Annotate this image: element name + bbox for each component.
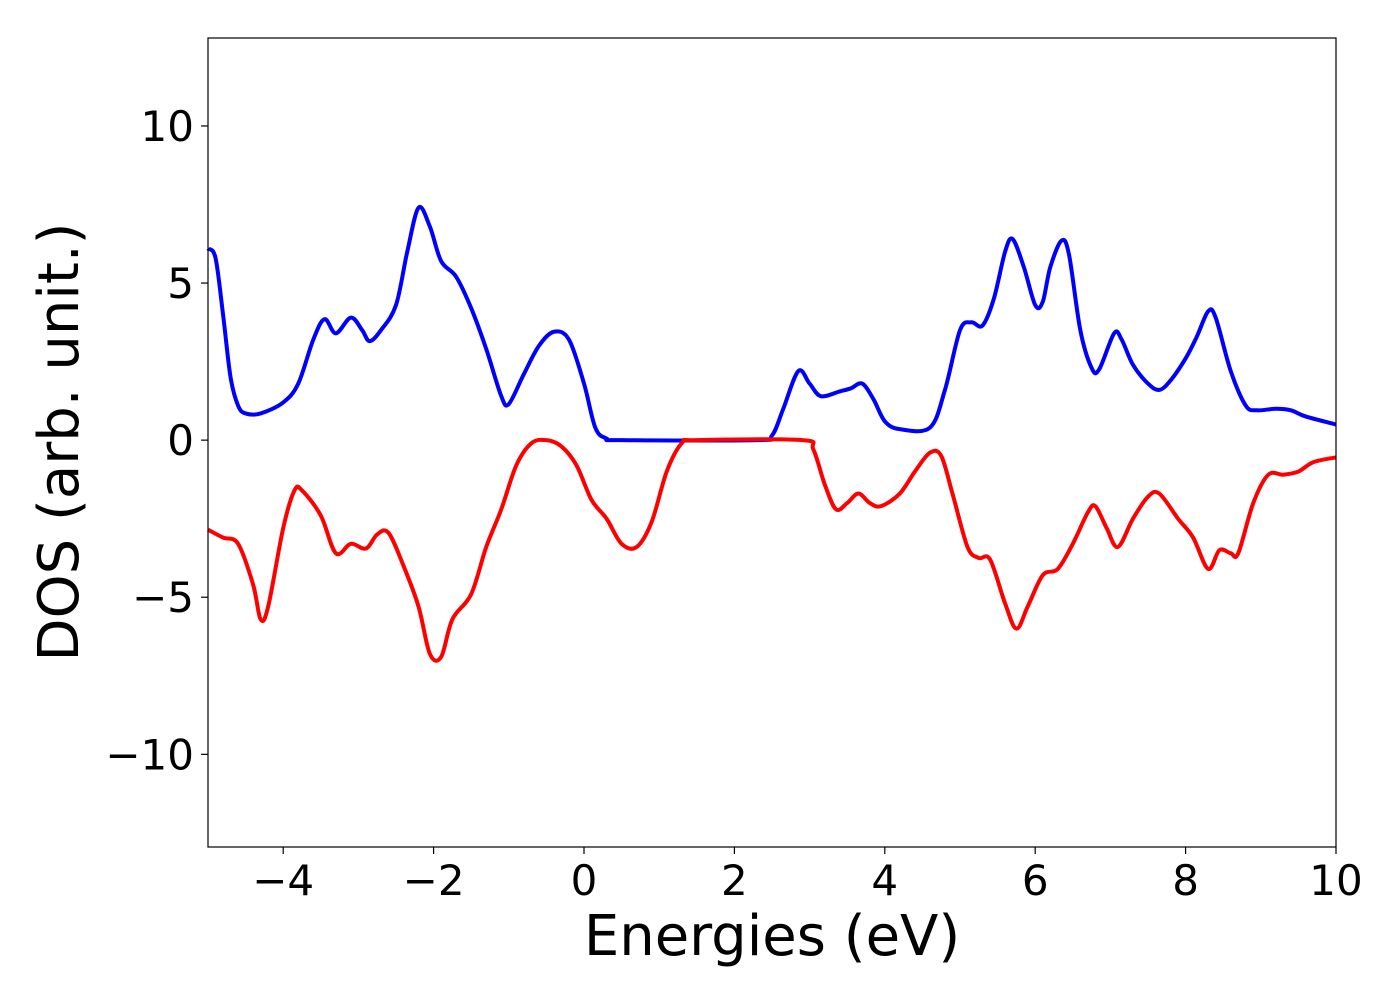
x-tick-label: 8	[1172, 856, 1199, 905]
dos-line	[207, 437, 1337, 663]
y-tick-label: 0	[167, 416, 194, 465]
x-tick-label: 2	[721, 856, 748, 905]
y-tick-label: 5	[167, 259, 194, 308]
x-tick-label: 10	[1309, 856, 1362, 905]
y-axis-label: DOS (arb. unit.)	[27, 222, 92, 661]
x-tick-label: −2	[403, 856, 465, 905]
plot-area	[206, 204, 1337, 663]
x-tick-label: 0	[571, 856, 598, 905]
y-tick-label: −10	[105, 730, 194, 779]
dos-line	[206, 204, 1337, 443]
x-tick-label: 6	[1022, 856, 1049, 905]
x-tick-label: 4	[871, 856, 898, 905]
y-tick-label: 10	[141, 102, 194, 151]
y-tick-label: −5	[132, 573, 194, 622]
x-axis-label: Energies (eV)	[584, 904, 960, 969]
x-tick-label: −4	[252, 856, 314, 905]
axes-frame	[207, 37, 1337, 848]
